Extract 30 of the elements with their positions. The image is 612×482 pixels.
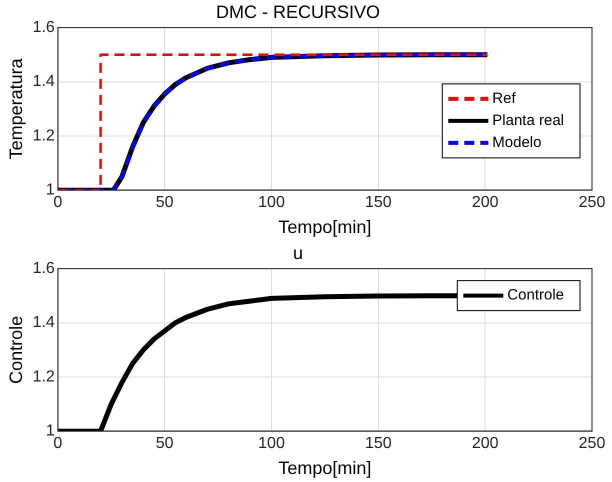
legend-label: Ref xyxy=(492,90,516,108)
x-tick-label: 100 xyxy=(258,435,285,452)
x-tick-label: 0 xyxy=(53,194,62,212)
y-axis-title: Temperatura xyxy=(6,57,26,160)
x-tick-label: 200 xyxy=(472,435,499,452)
x-tick-label: 50 xyxy=(156,194,174,212)
y-tick-label: 1.6 xyxy=(32,19,55,36)
x-tick-label: 250 xyxy=(578,194,606,212)
chart-title: DMC - RECURSIVO xyxy=(216,2,380,22)
x-axis-title: Tempo[min] xyxy=(278,217,372,238)
y-tick-label: 1 xyxy=(46,422,55,440)
legend-label: Controle xyxy=(507,286,564,304)
y-tick-label: 1.6 xyxy=(32,260,55,278)
x-tick-label: 50 xyxy=(156,435,174,452)
x-tick-label: 200 xyxy=(472,194,499,212)
y-axis-title: Controle xyxy=(6,316,26,384)
y-tick-label: 1.4 xyxy=(32,73,55,90)
x-tick-label: 250 xyxy=(578,435,606,452)
legend-label: Planta real xyxy=(492,112,564,130)
y-tick-label: 1.4 xyxy=(32,314,55,332)
x-axis-title: Tempo[min] xyxy=(278,458,372,478)
x-tick-label: 150 xyxy=(364,435,392,452)
y-tick-label: 1.2 xyxy=(32,368,55,386)
y-tick-label: 1.2 xyxy=(32,127,55,144)
chart-title: u xyxy=(292,242,304,263)
x-tick-label: 0 xyxy=(53,435,62,452)
y-tick-label: 1 xyxy=(46,182,55,199)
legend-label: Modelo xyxy=(492,134,542,152)
x-tick-label: 100 xyxy=(258,194,285,212)
x-tick-label: 150 xyxy=(364,194,392,212)
